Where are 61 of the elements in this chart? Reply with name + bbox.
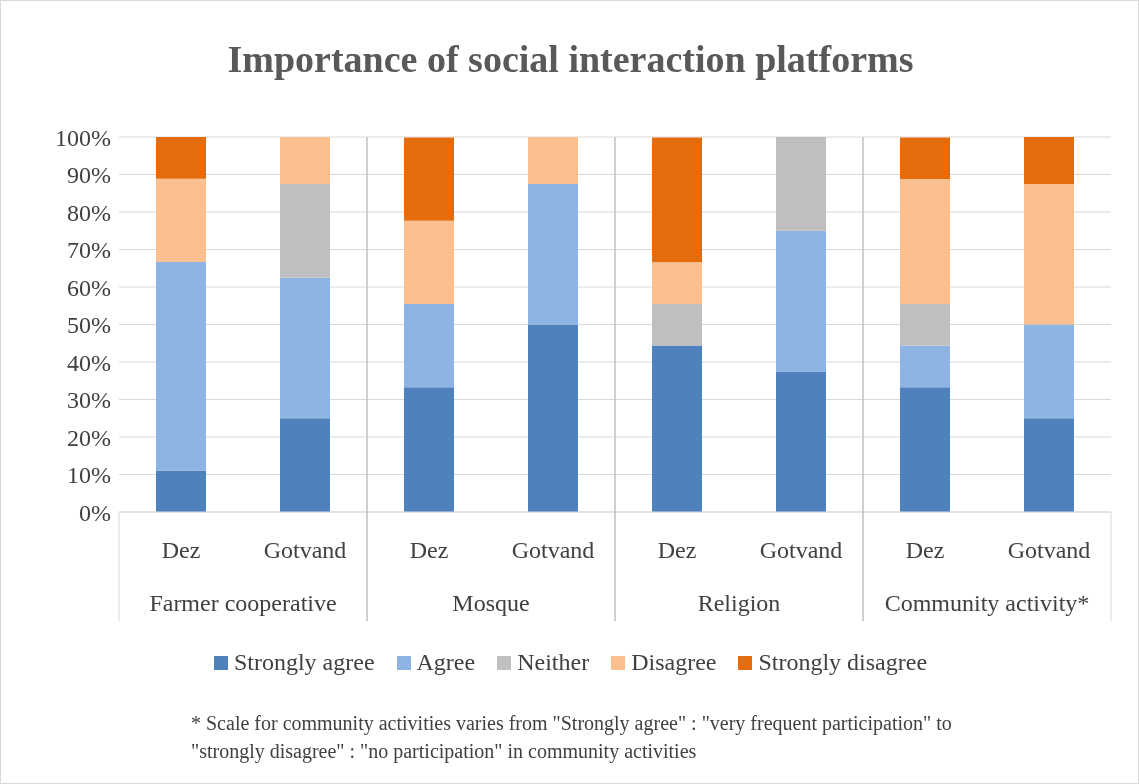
legend-label: Agree	[416, 649, 476, 676]
bar	[156, 137, 206, 179]
bar	[280, 277, 330, 419]
chart-title: Importance of social interaction platforms	[226, 37, 915, 81]
bar	[528, 324, 578, 512]
text: Farmer cooperative	[149, 590, 337, 616]
y-tick-label: 80%	[67, 199, 111, 226]
bar	[528, 137, 578, 184]
bar	[280, 137, 330, 184]
bar	[900, 387, 950, 512]
y-tick-label: 20%	[67, 424, 111, 451]
bar	[156, 261, 206, 471]
x-tick-label: Gotvand	[759, 537, 843, 563]
y-tick-label: 90%	[67, 162, 111, 189]
text: * Scale for community activities varies from "Strongly agree" : "very frequent participation" to "strongly disagree" : "no participation" in community activities	[191, 711, 953, 765]
bar	[652, 303, 702, 346]
x-tick-label: Dez	[657, 537, 697, 563]
bar	[776, 371, 826, 512]
y-tick-label: 40%	[67, 349, 111, 376]
x-tick-label: Gotvand	[1007, 537, 1091, 563]
legend-label: Strongly disagree	[758, 649, 928, 676]
y-tick-label: 100%	[55, 124, 111, 151]
bar	[1024, 137, 1074, 184]
y-tick-label: 70%	[67, 237, 111, 264]
y-tick-label: 50%	[67, 312, 111, 339]
bar	[776, 230, 826, 372]
bar	[404, 303, 454, 388]
bar	[280, 183, 330, 278]
x-tick-label: Dez	[161, 537, 201, 563]
bar	[528, 183, 578, 325]
legend-label: Neither	[517, 649, 590, 676]
bar	[404, 137, 454, 221]
legend-label: Strongly agree	[233, 649, 375, 676]
bar	[652, 137, 702, 263]
x-tick-label: Gotvand	[511, 537, 595, 563]
y-tick-label: 30%	[67, 387, 111, 414]
bar	[1024, 324, 1074, 419]
bar	[900, 137, 950, 179]
text: Community activity*	[884, 590, 1090, 616]
y-tick-label: 60%	[67, 274, 111, 301]
bar	[900, 345, 950, 388]
bar	[156, 470, 206, 512]
text: Religion	[697, 590, 781, 616]
bar	[404, 220, 454, 304]
text: Mosque	[452, 590, 530, 616]
y-tick-label: 0%	[79, 499, 111, 526]
x-tick-label: Dez	[905, 537, 945, 563]
x-tick-label: Gotvand	[263, 537, 347, 563]
bar	[404, 387, 454, 512]
bar	[1024, 183, 1074, 325]
legend-label: Disagree	[631, 649, 717, 676]
bar	[652, 345, 702, 512]
bar	[1024, 418, 1074, 512]
y-tick-label: 10%	[67, 462, 111, 489]
bar	[156, 178, 206, 262]
bar	[776, 137, 826, 231]
bar	[900, 303, 950, 346]
bar	[280, 418, 330, 512]
x-tick-label: Dez	[409, 537, 449, 563]
bar	[652, 262, 702, 304]
bar	[900, 179, 950, 304]
